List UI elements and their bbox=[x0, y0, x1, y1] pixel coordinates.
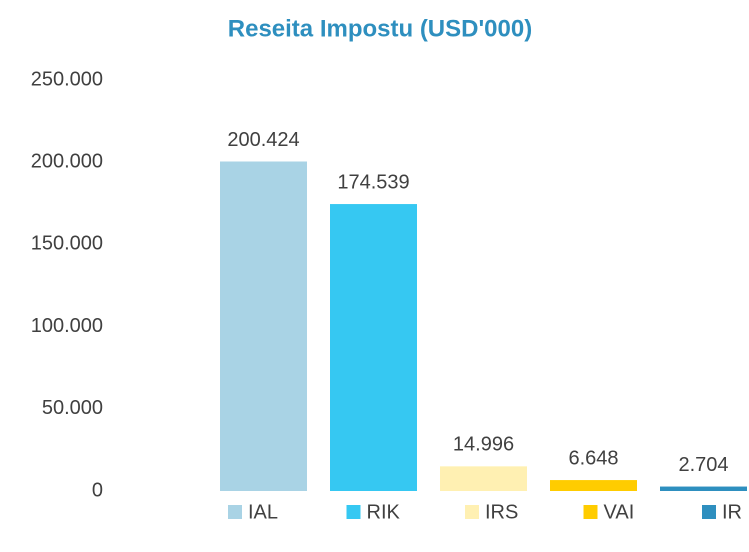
y-tick-label: 150.000 bbox=[31, 233, 103, 255]
data-label: 14.996 bbox=[453, 434, 514, 456]
legend-swatch bbox=[228, 505, 242, 519]
legend-swatch bbox=[583, 505, 598, 519]
data-label: 6.648 bbox=[568, 447, 618, 469]
bar bbox=[550, 480, 637, 491]
bar bbox=[440, 466, 527, 491]
legend-swatch bbox=[346, 505, 361, 519]
legend-label: VAI bbox=[604, 501, 635, 523]
legend-label: IRS bbox=[485, 501, 518, 523]
bar bbox=[660, 486, 747, 491]
legend-label: IR bbox=[722, 501, 742, 523]
bar bbox=[220, 161, 307, 492]
data-label: 200.424 bbox=[227, 129, 299, 151]
legend-label: IAL bbox=[248, 501, 278, 523]
legend-swatch bbox=[465, 505, 479, 519]
data-label: 174.539 bbox=[337, 171, 409, 193]
y-tick-label: 50.000 bbox=[42, 397, 103, 419]
y-tick-label: 200.000 bbox=[31, 150, 103, 172]
chart-title: Reseita Impostu (USD'000) bbox=[228, 15, 532, 42]
bar bbox=[330, 204, 417, 492]
data-label: 2.704 bbox=[678, 454, 728, 476]
y-tick-label: 0 bbox=[92, 479, 103, 501]
legend-label: RIK bbox=[367, 501, 401, 523]
legend-swatch bbox=[702, 505, 716, 519]
y-tick-label: 100.000 bbox=[31, 315, 103, 337]
y-tick-label: 250.000 bbox=[31, 68, 103, 90]
